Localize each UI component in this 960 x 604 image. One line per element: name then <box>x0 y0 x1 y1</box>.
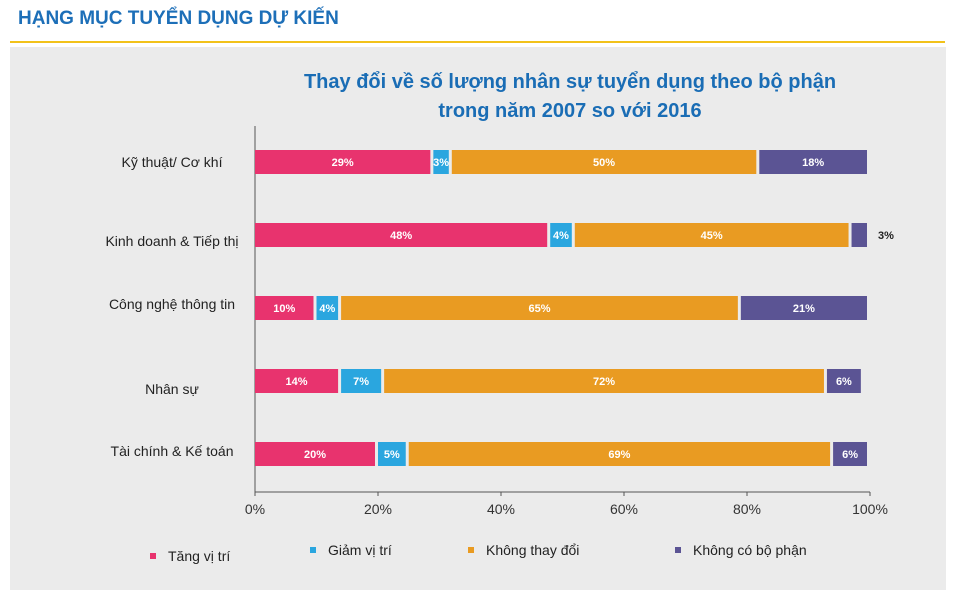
legend-swatch <box>675 547 681 553</box>
data-label: 6% <box>836 376 852 388</box>
legend-item-khong-co-bo-phan: Không có bộ phận <box>675 542 807 558</box>
legend-label: Không thay đổi <box>486 542 580 558</box>
legend-label: Không có bộ phận <box>693 542 807 558</box>
chart-title: Thay đổi về số lượng nhân sự tuyển dụng … <box>260 68 880 126</box>
legend-item-khong-thay-doi: Không thay đổi <box>468 542 579 558</box>
bar-tang-vi-tri-cong-nghe-thong-tin <box>255 296 314 320</box>
chart-title-line-1: Thay đổi về số lượng nhân sự tuyển dụng … <box>303 71 837 93</box>
data-label: 20% <box>304 449 326 461</box>
legend-label: Tăng vị trí <box>168 548 231 564</box>
bar-giam-vi-tri-cong-nghe-thong-tin <box>316 296 339 320</box>
bar-khong-co-bo-phan-kinh-doanh-tiep-thi <box>851 223 867 247</box>
data-label: 5% <box>384 449 400 461</box>
category-label-cong-nghe-thong-tin: Công nghệ thông tin <box>109 296 235 312</box>
bar-giam-vi-tri-kinh-doanh-tiep-thi <box>550 223 572 247</box>
data-label: 7% <box>353 376 369 388</box>
category-label-nhan-su: Nhân sự <box>145 381 199 397</box>
data-label: 18% <box>802 157 824 169</box>
data-label: 4% <box>319 303 335 315</box>
bar-khong-thay-doi-kinh-doanh-tiep-thi <box>574 223 849 247</box>
data-label: 72% <box>593 376 615 388</box>
data-label: 69% <box>608 449 630 461</box>
bar-khong-thay-doi-ky-thuat-co-khi <box>451 150 757 174</box>
chart-title-line-2: trong năm 2007 so với 2016 <box>438 100 702 122</box>
bar-khong-co-bo-phan-cong-nghe-thong-tin <box>740 296 867 320</box>
bar-giam-vi-tri-ky-thuat-co-khi <box>433 150 449 174</box>
x-tick-label: 40% <box>487 501 515 517</box>
bar-tang-vi-tri-nhan-su <box>255 369 339 393</box>
page-title: HẠNG MỤC TUYỂN DỤNG DỰ KIẾN <box>18 8 339 29</box>
data-label: 3% <box>433 157 449 169</box>
bar-khong-co-bo-phan-nhan-su <box>826 369 861 393</box>
bar-giam-vi-tri-tai-chinh-ke-toan <box>378 442 406 466</box>
data-label: 29% <box>332 157 354 169</box>
data-label: 6% <box>842 449 858 461</box>
bar-khong-thay-doi-nhan-su <box>384 369 824 393</box>
data-label: 45% <box>701 230 723 242</box>
bar-khong-co-bo-phan-ky-thuat-co-khi <box>759 150 867 174</box>
bar-khong-co-bo-phan-tai-chinh-ke-toan <box>833 442 867 466</box>
legend-swatch <box>150 553 156 559</box>
bar-tang-vi-tri-ky-thuat-co-khi <box>255 150 431 174</box>
x-tick-label: 80% <box>733 501 761 517</box>
bar-khong-thay-doi-tai-chinh-ke-toan <box>408 442 831 466</box>
data-label: 3% <box>878 230 894 242</box>
x-tick-label: 60% <box>610 501 638 517</box>
bar-tang-vi-tri-tai-chinh-ke-toan <box>255 442 375 466</box>
bar-giam-vi-tri-nhan-su <box>341 369 382 393</box>
legend-swatch <box>468 547 474 553</box>
category-label-tai-chinh-ke-toan: Tài chính & Kế toán <box>111 443 234 459</box>
x-tick-label: 20% <box>364 501 392 517</box>
legend-item-giam-vi-tri: Giảm vị trí <box>310 542 392 558</box>
data-label: 14% <box>286 376 308 388</box>
data-label: 65% <box>528 303 550 315</box>
chart-legend: Tăng vị trí Giảm vị trí Không thay đổi Khôn… <box>0 542 960 566</box>
data-label: 10% <box>273 303 295 315</box>
header-divider <box>10 41 945 43</box>
x-tick-label: 100% <box>852 501 888 517</box>
category-label-kinh-doanh-tiep-thi: Kinh doanh & Tiếp thị <box>105 233 238 249</box>
legend-swatch <box>310 547 316 553</box>
data-label: 21% <box>793 303 815 315</box>
category-label-ky-thuat-co-khi: Kỹ thuật/ Cơ khí <box>121 154 222 170</box>
data-label: 50% <box>593 157 615 169</box>
legend-item-tang-vi-tri: Tăng vị trí <box>150 548 230 564</box>
data-label: 4% <box>553 230 569 242</box>
bar-khong-thay-doi-cong-nghe-thong-tin <box>341 296 738 320</box>
x-tick-label: 0% <box>245 501 265 517</box>
legend-label: Giảm vị trí <box>328 542 392 558</box>
data-label: 48% <box>390 230 412 242</box>
bar-tang-vi-tri-kinh-doanh-tiep-thi <box>255 223 548 247</box>
